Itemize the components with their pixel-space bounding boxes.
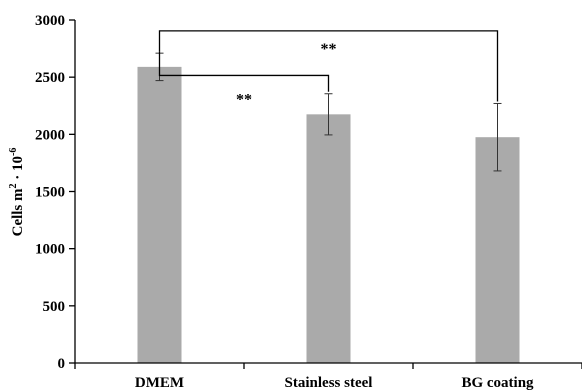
y-tick-label: 1000 (35, 242, 65, 258)
significance-label-1: ** (321, 41, 337, 58)
y-tick-label: 3000 (35, 13, 65, 29)
x-category-label-1: Stainless steel (285, 375, 373, 391)
y-tick-label: 0 (58, 356, 66, 372)
y-tick-label: 2000 (35, 127, 65, 143)
y-axis-title: Cells m2 · 10-6 (8, 148, 26, 237)
bars (137, 66, 520, 364)
x-category-label-2: BG coating (461, 375, 534, 391)
significance-brackets: ** ** (158, 30, 499, 108)
bar-2 (475, 137, 520, 363)
significance-bracket-0 (158, 51, 330, 92)
y-tick-label: 1500 (35, 185, 65, 201)
significance-label-0: ** (236, 91, 252, 108)
y-tick-label: 2500 (35, 70, 65, 86)
x-axis-labels: DMEM Stainless steel BG coating (135, 375, 534, 391)
x-category-label-0: DMEM (135, 375, 184, 391)
bar-0 (137, 66, 182, 364)
significance-bracket-1 (158, 30, 499, 102)
y-axis-ticks: 0 500 1000 1500 2000 2500 3000 (35, 13, 582, 372)
y-tick-label: 500 (43, 299, 66, 315)
bar-1 (306, 114, 351, 363)
